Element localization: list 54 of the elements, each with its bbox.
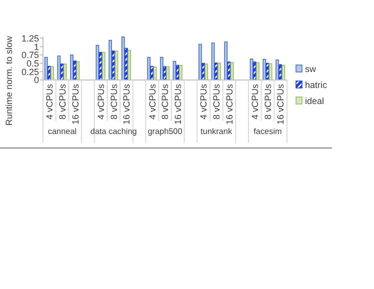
y-tick-label: 0.25: [21, 66, 39, 77]
bar: [102, 52, 106, 80]
bar: [178, 64, 182, 80]
bar: [50, 66, 54, 80]
bar: [76, 61, 80, 80]
y-tick-label: 1: [34, 42, 39, 52]
legend-label: sw: [305, 64, 316, 74]
y-tick-label: 0: [34, 75, 39, 86]
bar: [224, 42, 228, 80]
text: facesim: [254, 127, 282, 136]
x-tick-label: 16 vCPUs: [224, 84, 234, 125]
bar: [44, 56, 48, 80]
x-tick-label: 4 vCPUs: [250, 84, 260, 120]
x-tick-label: 16 vCPUs: [122, 84, 132, 125]
text: data caching: [90, 127, 138, 136]
y-axis-title: Runtime norm. to slow: [4, 36, 14, 126]
x-tick-label: 8 vCPUs: [57, 84, 68, 120]
x-tick-label: 16 vCPUs: [70, 84, 80, 125]
x-tick-label: 8 vCPUs: [262, 84, 273, 120]
x-tick-label: 8 vCPUs: [108, 84, 119, 120]
text: canneal: [48, 127, 77, 136]
x-tick-label: 8 vCPUs: [212, 84, 222, 120]
x-tick-label: 4 vCPUs: [147, 84, 158, 120]
x-tick-label: 16 vCPUs: [172, 84, 183, 125]
y-tick-label: 0.75: [21, 50, 39, 60]
bar: [198, 44, 202, 80]
x-tick-label: 8 vCPUs: [160, 84, 170, 120]
bar: [256, 62, 260, 80]
bar: [63, 64, 67, 80]
bar: [282, 64, 286, 80]
bar: [57, 56, 61, 80]
y-tick-label: 1.25: [21, 33, 39, 44]
x-tick-label: 4 vCPUs: [198, 84, 209, 120]
bar: [108, 40, 112, 80]
x-tick-label: 4 vCPUs: [44, 84, 55, 120]
bar: [268, 63, 272, 80]
y-tick-label: 0.5: [26, 58, 39, 68]
bar: [147, 56, 151, 80]
bar: [70, 54, 74, 80]
bar: [160, 56, 164, 80]
legend-label: ideal: [305, 96, 324, 106]
legend-label: hatric: [305, 80, 328, 90]
x-tick-label: 16 vCPUs: [276, 84, 286, 125]
caption: graph500: [148, 127, 183, 136]
text: tunkrank: [200, 127, 233, 136]
bar: [166, 66, 170, 80]
bar: [112, 50, 116, 80]
bar: [128, 50, 131, 80]
bar: [121, 36, 125, 80]
bar: [218, 62, 221, 80]
bar: [150, 66, 154, 80]
bar: [204, 64, 208, 80]
x-tick-label: 4 vCPUs: [96, 84, 106, 120]
bar: [262, 58, 266, 80]
